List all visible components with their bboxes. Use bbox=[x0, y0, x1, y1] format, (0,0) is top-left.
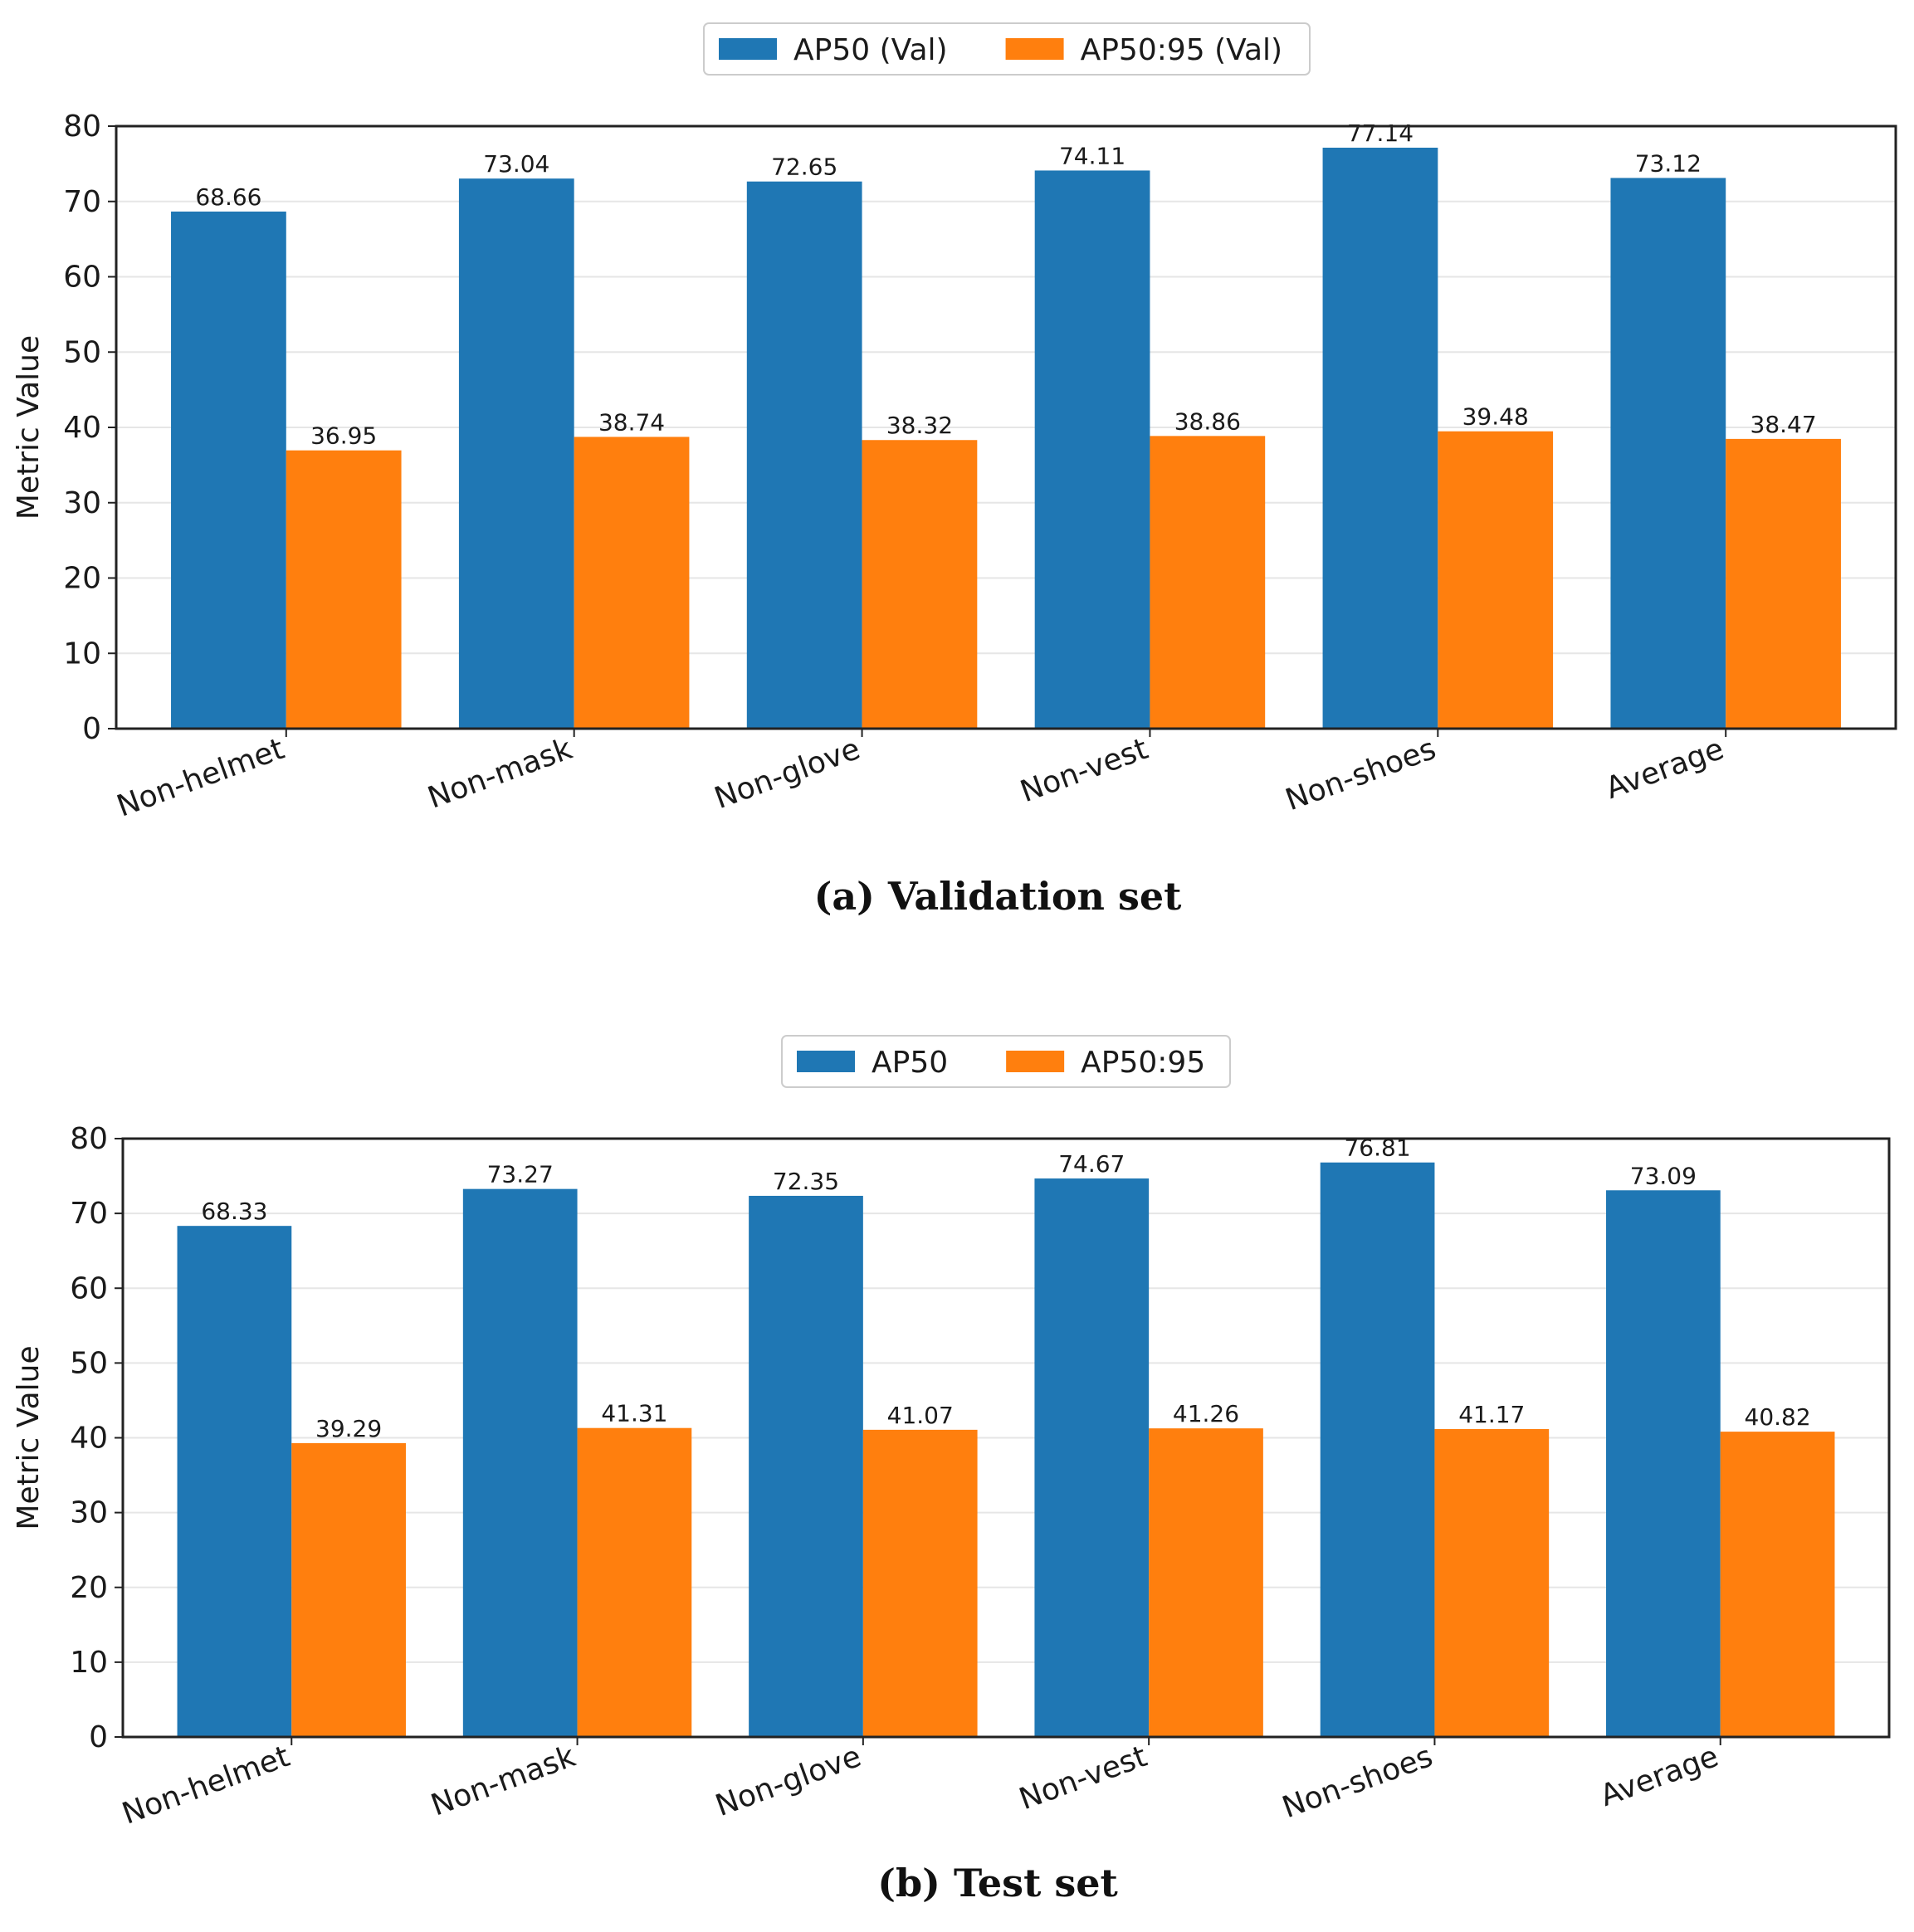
y-tick-label: 70 bbox=[70, 1197, 108, 1231]
y-tick-label: 30 bbox=[63, 486, 101, 520]
bar bbox=[458, 178, 574, 729]
bar-value-label: 73.09 bbox=[1630, 1162, 1697, 1189]
x-tick-label: Non-shoes bbox=[1278, 1739, 1438, 1825]
bar bbox=[1322, 147, 1438, 729]
x-tick-label: Average bbox=[1596, 1739, 1723, 1813]
bar bbox=[746, 181, 862, 729]
bar bbox=[286, 450, 402, 729]
bar-value-label: 38.47 bbox=[1750, 411, 1817, 438]
y-tick-label: 70 bbox=[63, 185, 101, 219]
bar bbox=[171, 211, 286, 729]
y-tick-label: 20 bbox=[63, 562, 101, 596]
legend-swatch bbox=[719, 38, 777, 60]
bar bbox=[1434, 1428, 1550, 1737]
x-tick-label: Non-mask bbox=[423, 732, 577, 816]
bar-value-label: 38.32 bbox=[886, 412, 953, 439]
y-tick-label: 60 bbox=[70, 1271, 108, 1305]
y-axis-title: Metric Value bbox=[12, 1345, 46, 1530]
bar bbox=[862, 440, 978, 729]
bar bbox=[1034, 170, 1150, 729]
chart-caption: (a) Validation set bbox=[814, 874, 1183, 919]
legend: AP50 AP50:95 bbox=[781, 1035, 1231, 1088]
legend-label: AP50:95 bbox=[1081, 1046, 1205, 1080]
chart-validation: 68.66 73.04 72.65 74.11 77.14 73.12 36.95 38.74… bbox=[12, 22, 1897, 919]
y-tick-label: 0 bbox=[89, 1720, 108, 1754]
y-tick-label: 40 bbox=[63, 411, 101, 445]
bar bbox=[1438, 431, 1554, 729]
y-tick-label: 0 bbox=[82, 712, 101, 746]
bar-value-label: 73.12 bbox=[1635, 149, 1702, 177]
bar bbox=[291, 1442, 406, 1737]
bar bbox=[1720, 1432, 1835, 1737]
bar bbox=[1610, 178, 1726, 729]
bar-value-label: 36.95 bbox=[310, 422, 377, 450]
bar-value-label: 68.66 bbox=[195, 183, 261, 211]
chart-caption: (b) Test set bbox=[877, 1861, 1118, 1905]
x-tick-label: Non-helmet bbox=[113, 732, 289, 824]
x-tick-label: Non-vest bbox=[1016, 732, 1152, 809]
legend-swatch bbox=[1005, 38, 1064, 60]
x-tick-label: Non-mask bbox=[427, 1739, 580, 1823]
legend-label: AP50 bbox=[872, 1046, 948, 1080]
y-tick-label: 10 bbox=[70, 1646, 108, 1680]
bar bbox=[1320, 1162, 1435, 1737]
bar-value-label: 72.65 bbox=[771, 154, 837, 181]
bar bbox=[1034, 1178, 1150, 1737]
bar-value-label: 74.11 bbox=[1059, 142, 1125, 169]
bar-value-label: 38.74 bbox=[598, 408, 665, 436]
bar-value-label: 41.31 bbox=[601, 1400, 667, 1427]
bar bbox=[1149, 1428, 1263, 1737]
bar-value-label: 39.48 bbox=[1462, 403, 1529, 431]
x-tick-label: Non-shoes bbox=[1282, 732, 1441, 817]
bar-value-label: 68.33 bbox=[201, 1198, 267, 1225]
bar bbox=[462, 1188, 578, 1737]
x-tick-label: Average bbox=[1601, 732, 1728, 806]
legend: AP50 (Val) AP50:95 (Val) bbox=[703, 22, 1311, 76]
y-tick-label: 40 bbox=[70, 1422, 108, 1456]
bar-value-label: 41.07 bbox=[887, 1402, 954, 1429]
legend-swatch bbox=[1006, 1051, 1065, 1072]
x-tick-label: Non-glove bbox=[710, 732, 865, 816]
bar-value-label: 38.86 bbox=[1174, 407, 1241, 435]
y-tick-label: 30 bbox=[70, 1496, 108, 1530]
bar bbox=[749, 1195, 863, 1737]
y-tick-label: 80 bbox=[63, 110, 101, 144]
bar-value-label: 73.27 bbox=[487, 1161, 554, 1188]
legend-label: AP50 (Val) bbox=[793, 33, 948, 67]
bar bbox=[1726, 438, 1841, 729]
y-tick-label: 50 bbox=[63, 335, 101, 369]
x-tick-label: Non-vest bbox=[1015, 1739, 1151, 1817]
bar bbox=[574, 437, 690, 729]
bar-value-label: 72.35 bbox=[773, 1168, 839, 1195]
bar-value-label: 73.04 bbox=[483, 150, 549, 178]
bar bbox=[862, 1429, 978, 1737]
bar-value-label: 74.67 bbox=[1058, 1150, 1125, 1178]
x-tick-label: Non-helmet bbox=[118, 1739, 294, 1832]
x-tick-label: Non-glove bbox=[711, 1739, 866, 1823]
bar-value-label: 41.17 bbox=[1458, 1401, 1525, 1428]
bar-value-label: 39.29 bbox=[315, 1415, 382, 1442]
y-tick-label: 80 bbox=[70, 1122, 108, 1156]
bar-value-label: 40.82 bbox=[1745, 1403, 1811, 1431]
y-tick-label: 20 bbox=[70, 1571, 108, 1605]
y-tick-label: 50 bbox=[70, 1346, 108, 1380]
legend-swatch bbox=[797, 1051, 855, 1072]
bar bbox=[177, 1226, 292, 1737]
legend-box bbox=[781, 1035, 1231, 1088]
bar-value-label: 77.14 bbox=[1347, 120, 1414, 147]
y-axis-title: Metric Value bbox=[12, 335, 46, 520]
y-tick-label: 10 bbox=[63, 637, 101, 671]
legend-label: AP50:95 (Val) bbox=[1081, 33, 1283, 67]
y-tick-label: 60 bbox=[63, 261, 101, 295]
bar bbox=[1150, 436, 1266, 729]
bar bbox=[577, 1427, 692, 1737]
bar-value-label: 41.26 bbox=[1173, 1400, 1239, 1427]
bar bbox=[1606, 1190, 1721, 1737]
